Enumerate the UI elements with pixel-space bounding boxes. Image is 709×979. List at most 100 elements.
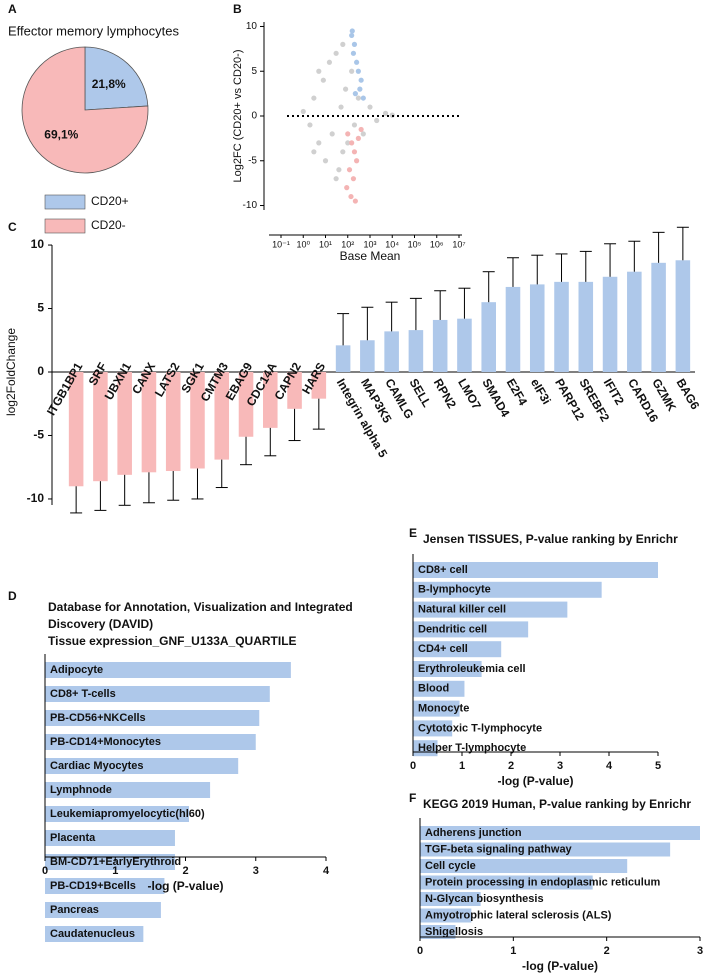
x-tick-label: 3 (697, 945, 703, 957)
point (311, 95, 317, 101)
category-label: Cytotoxic T-lymphocyte (418, 722, 542, 734)
point (307, 122, 313, 128)
category-label: CD8+ cell (418, 564, 468, 576)
point (360, 131, 366, 137)
category-label: Adipocyte (50, 664, 103, 676)
bar (505, 286, 521, 372)
bar (554, 281, 569, 372)
category-label: Lymphnode (50, 784, 112, 796)
bar (117, 372, 132, 475)
point (345, 131, 351, 137)
x-tick-label: 1 (112, 865, 118, 877)
panel-letter: D (8, 589, 17, 603)
x-tick-label: 1 (510, 945, 516, 957)
point (351, 149, 358, 155)
category-label: LMO7 (455, 376, 484, 412)
x-axis-label: -log (P-value) (497, 774, 573, 788)
bar (420, 842, 671, 857)
bar (413, 661, 482, 677)
point (354, 158, 360, 164)
pie-slice (84, 46, 149, 111)
point (367, 104, 373, 110)
bar (45, 662, 291, 678)
x-axis-label: Base Mean (340, 249, 401, 263)
y-axis-label: Log2FC (CD20+ vs CD20-) (232, 50, 244, 183)
category-label: PB-CD56+NKCells (50, 712, 146, 724)
point (348, 193, 354, 200)
point (322, 158, 329, 164)
pie-slice (21, 46, 149, 174)
x-tick-label: 10⁵ (408, 239, 422, 249)
legend-label: CD20+ (91, 194, 129, 208)
y-tick-label: 0 (251, 111, 257, 122)
x-tick-label: 0 (42, 865, 48, 877)
x-axis-label: -log (P-value) (522, 959, 598, 973)
point (326, 59, 333, 65)
bar (675, 260, 691, 372)
point (350, 176, 357, 182)
point (349, 68, 355, 74)
point (352, 91, 358, 97)
point (351, 41, 358, 47)
point (345, 140, 351, 146)
point (351, 122, 358, 128)
category-label: Cell cycle (425, 860, 476, 872)
legend-label: CD20- (91, 218, 126, 232)
point (354, 59, 360, 65)
legend-swatch (44, 218, 86, 234)
point (346, 167, 353, 173)
x-tick-label: 4 (606, 760, 613, 772)
y-axis-label: log2FoldChange (4, 328, 18, 416)
category-label: Helper T-lymphocyte (418, 742, 526, 754)
bar (190, 372, 205, 469)
point (336, 167, 342, 173)
x-tick-label: 2 (508, 760, 514, 772)
x-tick-label: 0 (410, 760, 416, 772)
point (382, 110, 389, 116)
bar (45, 830, 175, 846)
panel-letter: C (8, 220, 17, 234)
bar (45, 782, 211, 798)
panel-letter: E (409, 526, 417, 540)
x-tick-label: 10² (341, 239, 354, 249)
panel-letter: B (233, 2, 242, 16)
bar (420, 859, 628, 873)
category-label: CD8+ T-cells (50, 688, 116, 700)
x-axis-label: -log (P-value) (147, 879, 223, 893)
bar (413, 641, 502, 658)
x-tick-label: 0 (417, 945, 423, 957)
bar (45, 806, 190, 822)
slice-label: 21,8% (92, 77, 126, 91)
chart-title: Tissue expression_GNF_U133A_QUARTILE (48, 634, 297, 648)
bar (335, 345, 351, 372)
bar (311, 372, 327, 399)
point (352, 198, 358, 204)
y-tick-label: 10 (246, 21, 258, 32)
bar (287, 372, 302, 409)
point (360, 95, 366, 101)
point (349, 28, 355, 34)
point (357, 86, 363, 92)
y-tick-label: -5 (248, 155, 257, 166)
category-label: eIF3i (528, 376, 554, 407)
bar (420, 908, 472, 923)
point (316, 140, 322, 146)
x-tick-label: 2 (182, 865, 188, 877)
point (350, 50, 357, 56)
panel-letter: F (409, 791, 416, 805)
x-tick-label: 10⁰ (296, 239, 310, 249)
y-tick-label: 5 (251, 66, 257, 77)
panel-letter: A (8, 2, 17, 16)
bar (45, 686, 270, 702)
category-label: Dendritic cell (418, 623, 487, 635)
category-label: N-Glycan biosynthesis (425, 893, 544, 905)
legend-swatch (44, 194, 86, 210)
y-tick-label: -10 (27, 491, 45, 505)
y-tick-label: -10 (243, 200, 258, 211)
point (340, 41, 346, 47)
y-tick-label: 5 (37, 301, 44, 315)
category-label: Natural killer cell (418, 604, 506, 616)
point (358, 126, 364, 133)
category-label: Caudatenucleus (50, 928, 135, 940)
